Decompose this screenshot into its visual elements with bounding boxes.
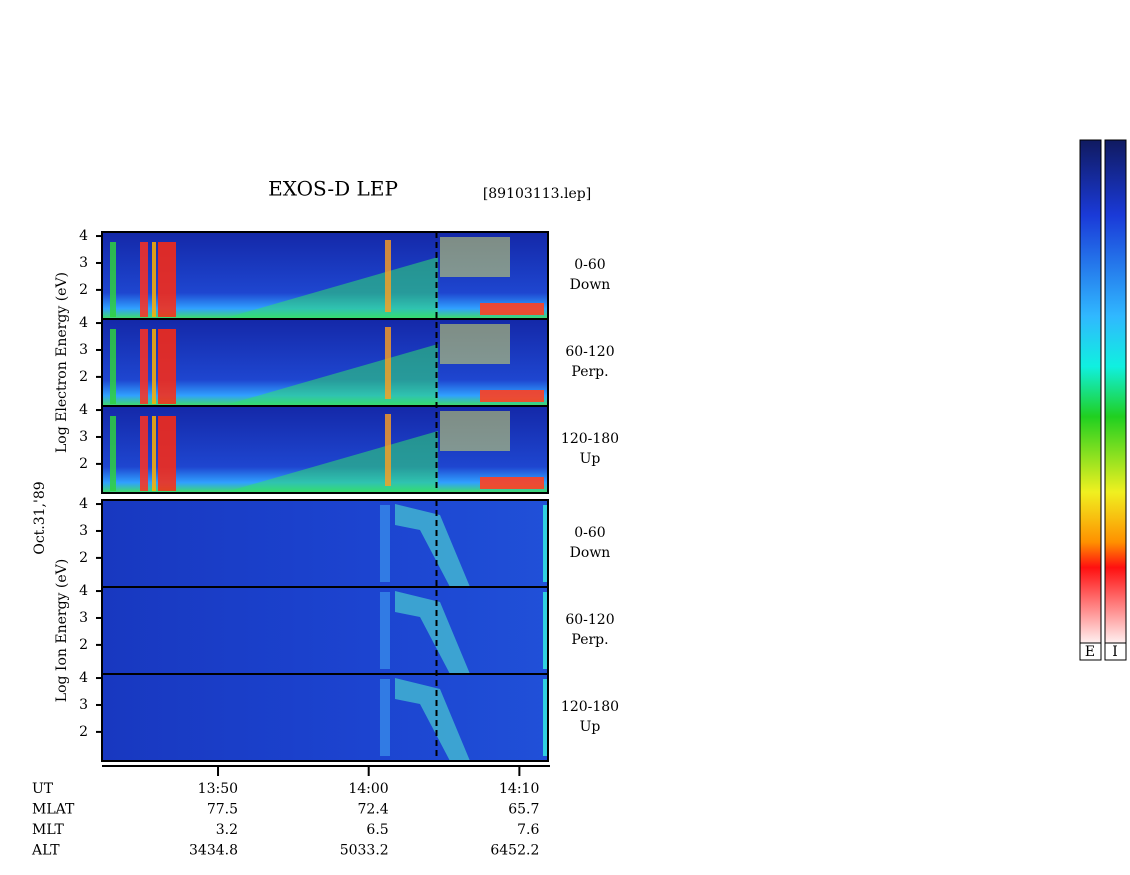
y-tick-label: 3 bbox=[79, 429, 88, 445]
spectrogram-feature bbox=[380, 679, 390, 756]
spectrogram-feature bbox=[222, 431, 438, 493]
spectrogram-feature bbox=[395, 678, 470, 761]
spectrogram-feature bbox=[110, 242, 116, 317]
date-label: Oct.31,'89 bbox=[32, 481, 48, 554]
panel-range: 0-60 bbox=[574, 257, 605, 273]
spectrogram-feature bbox=[158, 242, 176, 317]
orbit-value: 7.6 bbox=[517, 822, 539, 838]
orbit-label: ALT bbox=[31, 843, 60, 859]
y-tick-label: 3 bbox=[79, 697, 88, 713]
spectrogram-feature bbox=[480, 303, 544, 315]
colorbar bbox=[1079, 139, 1102, 644]
spectrogram-panel bbox=[102, 587, 548, 674]
spectrogram-feature bbox=[110, 329, 116, 404]
x-tick-label: 14:10 bbox=[499, 781, 539, 797]
orbit-value: 5033.2 bbox=[340, 843, 389, 859]
spectrogram-feature bbox=[110, 416, 116, 491]
y-tick-label: 3 bbox=[79, 610, 88, 626]
spectrogram-feature bbox=[440, 411, 510, 451]
y-tick-label: 2 bbox=[79, 282, 88, 298]
y-tick-label: 4 bbox=[79, 402, 88, 418]
x-tick-label: 14:00 bbox=[348, 781, 388, 797]
y-tick-label: 2 bbox=[79, 637, 88, 653]
spectrogram-feature bbox=[152, 242, 156, 317]
orbit-label: MLT bbox=[32, 822, 64, 838]
spectrogram-feature bbox=[152, 329, 156, 404]
spectrogram-feature bbox=[380, 592, 390, 669]
x-tick-label: 13:50 bbox=[198, 781, 238, 797]
file-label: [89103113.lep] bbox=[483, 186, 591, 202]
spectrogram-feature bbox=[440, 237, 510, 277]
spectrogram-feature bbox=[385, 240, 391, 312]
panel-frame bbox=[101, 673, 549, 762]
colorbar-label: E bbox=[1085, 644, 1095, 660]
y-tick-label: 4 bbox=[79, 228, 88, 244]
panel-direction: Down bbox=[570, 277, 611, 293]
spectrogram-feature bbox=[140, 242, 148, 317]
orbit-value: 3434.8 bbox=[189, 843, 238, 859]
y-tick-label: 2 bbox=[79, 724, 88, 740]
colorbar bbox=[1104, 139, 1127, 644]
orbit-label: MLAT bbox=[32, 802, 75, 818]
spectrogram-feature bbox=[380, 505, 390, 582]
orbit-value: 72.4 bbox=[358, 802, 389, 818]
spectrogram-feature bbox=[158, 329, 176, 404]
spectrogram-feature bbox=[140, 329, 148, 404]
spectrogram-feature bbox=[440, 324, 510, 364]
spectrogram-feature bbox=[543, 592, 547, 669]
spectrogram-feature bbox=[385, 327, 391, 399]
y-tick-label: 3 bbox=[79, 255, 88, 271]
y-tick-label: 4 bbox=[79, 315, 88, 331]
panel-direction: Up bbox=[580, 719, 601, 735]
spectrogram-panel bbox=[102, 500, 548, 587]
spectrogram-feature bbox=[152, 416, 156, 491]
chart-title: EXOS-D LEP bbox=[268, 177, 398, 201]
panel-direction: Perp. bbox=[571, 632, 608, 648]
spectrogram-feature bbox=[158, 416, 176, 491]
panel-direction: Up bbox=[580, 451, 601, 467]
y-tick-label: 3 bbox=[79, 342, 88, 358]
spectrogram-feature bbox=[222, 344, 438, 406]
spectrogram-feature bbox=[543, 679, 547, 756]
spectrogram-feature bbox=[543, 505, 547, 582]
orbit-value: 3.2 bbox=[216, 822, 238, 838]
y-axis-label: Log Electron Energy (eV) bbox=[54, 272, 70, 453]
panel-range: 60-120 bbox=[565, 344, 614, 360]
spectrogram-feature bbox=[395, 504, 470, 587]
y-tick-label: 4 bbox=[79, 583, 88, 599]
panel-range: 120-180 bbox=[561, 431, 619, 447]
panel-range: 0-60 bbox=[574, 525, 605, 541]
orbit-value: 6.5 bbox=[366, 822, 388, 838]
orbit-value: 77.5 bbox=[207, 802, 238, 818]
orbit-value: 6452.2 bbox=[490, 843, 539, 859]
y-axis-label: Log Ion Energy (eV) bbox=[54, 559, 70, 702]
spectrogram-feature bbox=[480, 477, 544, 489]
colorbar-label: I bbox=[1112, 644, 1118, 660]
spectrogram-feature bbox=[480, 390, 544, 402]
y-tick-label: 2 bbox=[79, 456, 88, 472]
spectrogram-feature bbox=[222, 257, 438, 319]
colorbar-box bbox=[1104, 642, 1127, 661]
y-tick-label: 2 bbox=[79, 369, 88, 385]
orbit-value: 65.7 bbox=[508, 802, 539, 818]
spectrogram-panel bbox=[102, 674, 548, 761]
spectrogram-feature bbox=[140, 416, 148, 491]
panel-direction: Perp. bbox=[571, 364, 608, 380]
y-tick-label: 2 bbox=[79, 550, 88, 566]
y-tick-label: 4 bbox=[79, 670, 88, 686]
y-tick-label: 4 bbox=[79, 496, 88, 512]
spectrogram-feature bbox=[395, 591, 470, 674]
panel-range: 60-120 bbox=[565, 612, 614, 628]
panel-direction: Down bbox=[570, 545, 611, 561]
orbit-label: UT bbox=[32, 781, 54, 797]
spectrogram-feature bbox=[385, 414, 391, 486]
panel-range: 120-180 bbox=[561, 699, 619, 715]
y-tick-label: 3 bbox=[79, 523, 88, 539]
panel-frame bbox=[101, 405, 549, 494]
colorbar-box bbox=[1079, 642, 1102, 661]
